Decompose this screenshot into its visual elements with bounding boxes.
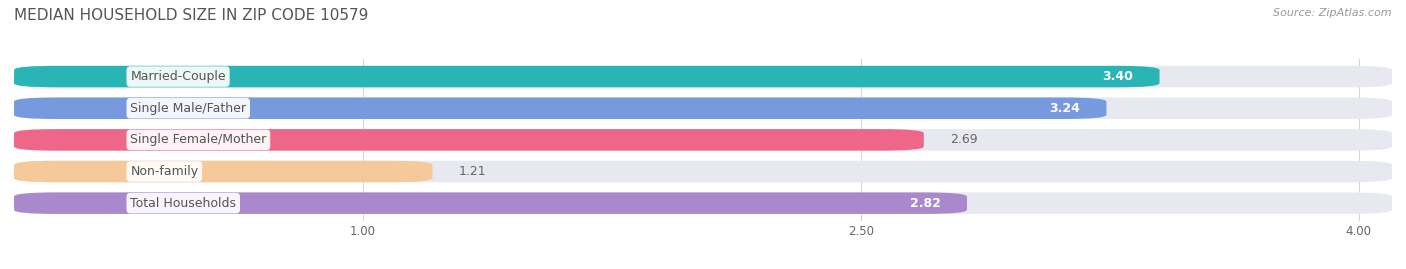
- FancyBboxPatch shape: [14, 192, 967, 214]
- Text: 3.40: 3.40: [1102, 70, 1133, 83]
- Text: 1.21: 1.21: [458, 165, 486, 178]
- FancyBboxPatch shape: [14, 97, 1107, 119]
- FancyBboxPatch shape: [14, 192, 1392, 214]
- Text: Single Male/Father: Single Male/Father: [131, 102, 246, 115]
- FancyBboxPatch shape: [14, 161, 433, 182]
- FancyBboxPatch shape: [14, 97, 1392, 119]
- FancyBboxPatch shape: [14, 161, 1392, 182]
- Text: Total Households: Total Households: [131, 197, 236, 210]
- FancyBboxPatch shape: [14, 66, 1160, 87]
- Text: Source: ZipAtlas.com: Source: ZipAtlas.com: [1274, 8, 1392, 18]
- Text: Married-Couple: Married-Couple: [131, 70, 226, 83]
- FancyBboxPatch shape: [14, 66, 1392, 87]
- Text: Non-family: Non-family: [131, 165, 198, 178]
- Text: 2.82: 2.82: [910, 197, 941, 210]
- Text: 2.69: 2.69: [950, 133, 979, 146]
- Text: 3.24: 3.24: [1049, 102, 1080, 115]
- Text: MEDIAN HOUSEHOLD SIZE IN ZIP CODE 10579: MEDIAN HOUSEHOLD SIZE IN ZIP CODE 10579: [14, 8, 368, 23]
- FancyBboxPatch shape: [14, 129, 1392, 151]
- FancyBboxPatch shape: [14, 129, 924, 151]
- Text: Single Female/Mother: Single Female/Mother: [131, 133, 267, 146]
